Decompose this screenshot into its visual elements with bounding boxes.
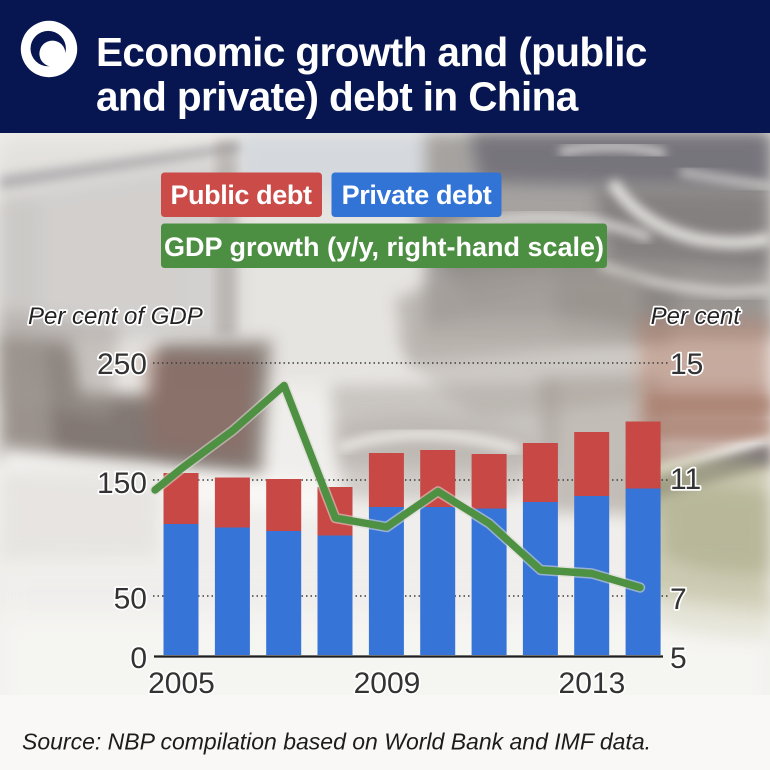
svg-text:2009: 2009 [354,667,421,700]
svg-text:7: 7 [670,583,687,616]
svg-text:150: 150 [97,467,147,500]
svg-text:250: 250 [97,348,147,381]
svg-text:Source: NBP compilation based: Source: NBP compilation based on World B… [22,729,651,755]
svg-text:Per cent of GDP: Per cent of GDP [28,303,203,330]
svg-text:50: 50 [114,583,147,616]
svg-text:2013: 2013 [559,667,626,700]
svg-text:0: 0 [130,642,147,675]
svg-text:11: 11 [670,463,701,496]
svg-text:GDP growth (y/y, right-hand sc: GDP growth (y/y, right-hand scale) [164,232,604,262]
svg-text:Per cent: Per cent [651,303,742,330]
svg-text:5: 5 [670,642,687,675]
svg-text:Public debt: Public debt [170,180,312,210]
svg-text:Economic growth and (public: Economic growth and (public [96,29,647,75]
svg-text:15: 15 [670,348,703,381]
svg-text:and private) debt in China: and private) debt in China [96,74,579,120]
svg-text:Private debt: Private debt [342,180,492,210]
svg-text:2005: 2005 [148,667,215,700]
